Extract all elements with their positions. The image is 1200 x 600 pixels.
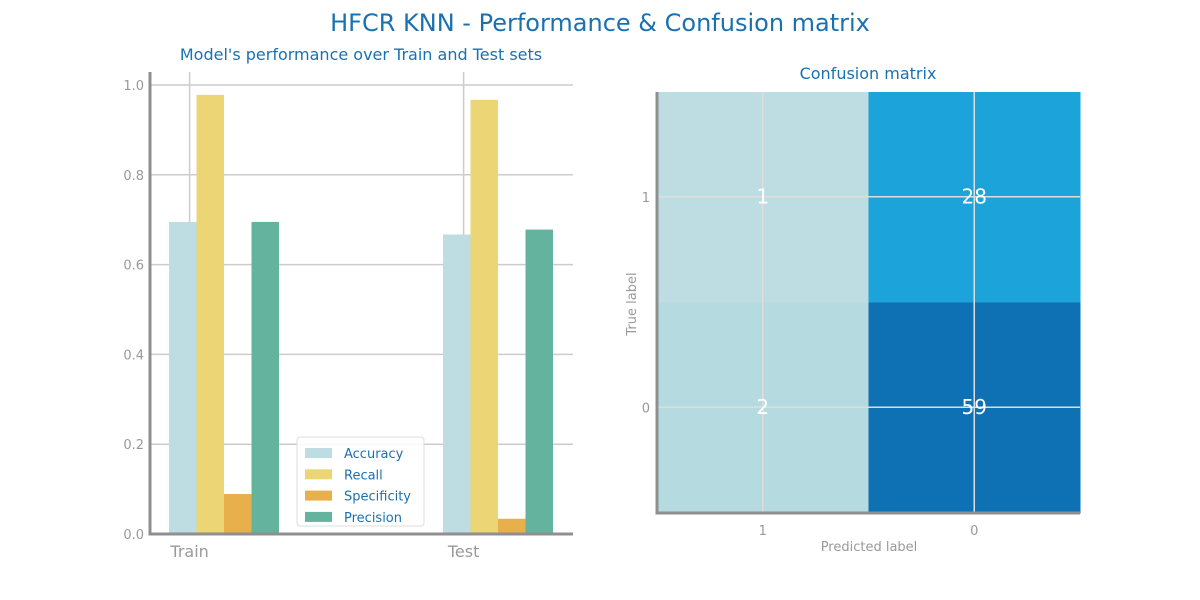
bar-recall-train xyxy=(196,94,224,535)
cm-value-1-1: 59 xyxy=(962,395,987,419)
bar-ytick-label: 0.8 xyxy=(123,169,144,184)
cm-value-0-0: 1 xyxy=(756,184,769,208)
confusion-matrix-title: Confusion matrix xyxy=(800,64,937,83)
bar-tick-labels: 0.0 0.2 0.4 0.6 0.8 1.0 Train Test xyxy=(123,79,479,561)
legend-label-specificity: Specificity xyxy=(344,490,411,505)
confusion-matrix-ylabel: True label xyxy=(625,272,640,336)
confusion-matrix-xlabel: Predicted label xyxy=(821,540,918,555)
figure-title: HFCR KNN - Performance & Confusion matri… xyxy=(330,9,870,37)
legend-swatch-precision xyxy=(305,511,332,522)
legend-label-recall: Recall xyxy=(344,468,383,483)
bar-precision-test xyxy=(525,229,553,534)
confusion-matrix-gridlines xyxy=(657,92,1080,513)
confusion-matrix-tick-labels: 1 0 1 0 xyxy=(642,191,979,539)
cm-ytick-label: 0 xyxy=(642,401,650,416)
bar-xtick-label: Test xyxy=(447,542,480,561)
bar-precision-train xyxy=(251,221,279,534)
bar-accuracy-train xyxy=(169,221,197,534)
confusion-matrix-axes xyxy=(655,92,1080,515)
bar-ytick-label: 0.0 xyxy=(123,528,144,543)
legend-swatch-accuracy xyxy=(305,448,332,458)
cm-value-0-1: 28 xyxy=(962,184,987,208)
bar-ytick-label: 0.2 xyxy=(123,438,144,453)
bar-legend-box xyxy=(296,436,425,527)
legend-swatch-specificity xyxy=(305,490,332,501)
legend-label-precision: Precision xyxy=(344,511,402,526)
bar-series xyxy=(169,94,553,535)
bar-ytick-label: 0.4 xyxy=(123,348,144,363)
bar-recall-test xyxy=(470,99,498,534)
confusion-matrix: Confusion matrix 1 28 2 59 1 0 1 0 Predicted l… xyxy=(625,64,1081,555)
cm-value-1-0: 2 xyxy=(756,395,769,419)
cm-xtick-label: 0 xyxy=(970,524,978,539)
bar-specificity-test xyxy=(498,518,526,534)
bar-chart-title: Model's performance over Train and Test … xyxy=(180,45,542,64)
bar-ytick-label: 0.6 xyxy=(123,259,144,274)
confusion-matrix-values: 1 28 2 59 xyxy=(756,184,987,419)
confusion-matrix-cells xyxy=(657,92,1081,514)
cm-ytick-label: 1 xyxy=(642,191,650,206)
bar-ytick-label: 1.0 xyxy=(123,79,144,94)
legend-label-accuracy: Accuracy xyxy=(344,447,404,462)
bar-legend: Accuracy Recall Specificity Precision xyxy=(296,436,425,527)
bar-accuracy-test xyxy=(443,234,471,534)
bar-axes xyxy=(148,72,573,536)
bar-xtick-label: Train xyxy=(169,542,208,561)
bar-specificity-train xyxy=(224,494,252,534)
legend-swatch-recall xyxy=(305,469,332,480)
cm-xtick-label: 1 xyxy=(759,524,767,539)
bar-chart: Model's performance over Train and Test … xyxy=(123,45,573,561)
